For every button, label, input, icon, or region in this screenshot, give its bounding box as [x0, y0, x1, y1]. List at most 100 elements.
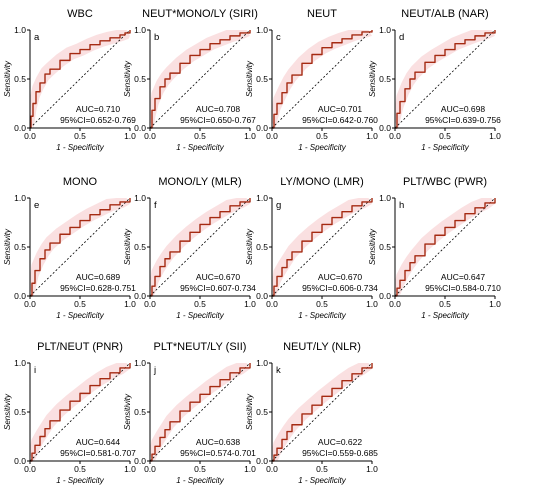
y-tick-label: 1.0: [134, 25, 146, 35]
y-tick-label: 0.0: [134, 456, 146, 466]
y-tick-label: 0.5: [14, 242, 26, 252]
reference-diagonal: [29, 197, 131, 297]
ci-band: [272, 198, 372, 296]
roc-curve: [395, 198, 496, 297]
panel-title: PLT/WBC (PWR): [403, 176, 487, 188]
x-tick-label: 0.5: [439, 131, 451, 141]
panel-title: MONO/LY (MLR): [158, 176, 241, 188]
x-tick-label: 0.5: [316, 131, 328, 141]
roc-panel-b: NEUT*MONO/LY (SIRI)0.0 0.5 1.00.00.51.01 -…: [123, 8, 258, 152]
y-axis-label: Sensitivity: [245, 393, 254, 430]
reference-diagonal: [271, 197, 373, 297]
y-tick-label: 0.0: [256, 291, 268, 301]
roc-curve: [150, 30, 251, 129]
y-axis-label: Sensitivity: [3, 60, 12, 97]
panel-title: NEUT/LY (NLR): [283, 341, 361, 353]
x-tick-label: 0.5: [74, 131, 86, 141]
y-tick-label: 0.0: [14, 456, 26, 466]
roc-curve: [395, 30, 496, 129]
x-axis-label: 1 - Specificity: [421, 143, 470, 152]
y-tick-label: 0.5: [134, 74, 146, 84]
panel-title: PLT*NEUT/LY (SII): [154, 341, 247, 353]
y-tick-label: 0.5: [379, 74, 391, 84]
roc-curve: [30, 198, 131, 297]
x-axis-label: 1 - Specificity: [56, 311, 105, 320]
x-tick-label: 0.5: [194, 464, 206, 474]
roc-curve: [150, 198, 251, 297]
y-axis-label: Sensitivity: [368, 60, 377, 97]
auc-label: AUC=0.708: [196, 104, 240, 114]
reference-diagonal: [29, 362, 131, 462]
roc-panel-j: PLT*NEUT/LY (SII)0.0 0.5 1.00.00.51.01 - S…: [123, 341, 256, 485]
y-tick-label: 0.0: [256, 123, 268, 133]
roc-curve: [30, 30, 131, 129]
auc-label: AUC=0.670: [318, 272, 362, 282]
x-tick-label: 1.0: [489, 131, 501, 141]
panel-letter: d: [399, 32, 404, 43]
x-tick-label: 1.0: [124, 464, 136, 474]
ci-label: 95%CI=0.559-0.685: [302, 448, 378, 458]
reference-diagonal: [29, 29, 131, 129]
x-tick-label: 0.5: [74, 299, 86, 309]
x-axis-label: 1 - Specificity: [421, 311, 470, 320]
panel-letter: a: [34, 32, 40, 43]
x-axis-label: 1 - Specificity: [176, 311, 225, 320]
y-tick-label: 0.0: [379, 123, 391, 133]
panel-letter: j: [153, 365, 156, 376]
x-tick-label: 0.0: [144, 131, 156, 141]
roc-panel-d: NEUT/ALB (NAR)0.0 0.5 1.00.00.51.01 - Spec…: [368, 8, 501, 152]
roc-panel-i: PLT/NEUT (PNR) 0.0 0.5 1.0 0.0 0.5 1.0 1 - Spec…: [3, 341, 136, 485]
y-tick-label: 0.5: [256, 74, 268, 84]
y-tick-label: 1.0: [14, 25, 26, 35]
y-tick-label: 1.0: [379, 193, 391, 203]
roc-curve: [150, 363, 251, 462]
x-tick-label: 0.0: [266, 299, 278, 309]
x-tick-label: 1.0: [244, 131, 256, 141]
x-axis-label: 1 - Specificity: [56, 476, 105, 485]
x-tick-label: 0.0: [389, 131, 401, 141]
panel-title: NEUT/ALB (NAR): [401, 8, 488, 20]
roc-curve: [272, 363, 373, 462]
y-tick-label: 0.5: [379, 242, 391, 252]
ci-label: 95%CI=0.628-0.751: [60, 283, 136, 293]
x-axis-label: 1 - Specificity: [176, 476, 225, 485]
y-tick-label: 0.0: [379, 291, 391, 301]
y-axis-label: Sensitivity: [368, 228, 377, 265]
reference-diagonal: [394, 29, 496, 129]
ci-label: 95%CI=0.581-0.707: [60, 448, 136, 458]
ci-label: 95%CI=0.652-0.769: [60, 115, 136, 125]
y-tick-label: 1.0: [134, 358, 146, 368]
x-tick-label: 1.0: [244, 464, 256, 474]
x-tick-label: 0.5: [194, 131, 206, 141]
panel-title: MONO: [63, 176, 98, 188]
ci-label: 95%CI=0.574-0.701: [180, 448, 256, 458]
auc-label: AUC=0.670: [196, 272, 240, 282]
ci-label: 95%CI=0.584-0.710: [425, 283, 501, 293]
y-axis-label: Sensitivity: [245, 228, 254, 265]
x-tick-label: 1.0: [489, 299, 501, 309]
y-tick-label: 0.5: [14, 407, 26, 417]
x-tick-label: 0.0: [144, 299, 156, 309]
x-tick-label: 0.0: [24, 131, 36, 141]
ci-label: 95%CI=0.606-0.734: [302, 283, 378, 293]
x-axis-label: 1 - Specificity: [298, 311, 347, 320]
panel-title: NEUT: [307, 8, 337, 20]
reference-diagonal: [271, 29, 373, 129]
roc-panel-g: LY/MONO (LMR)0.0 0.5 1.00.00.51.01 - Speci…: [245, 176, 378, 320]
roc-curve: [30, 363, 131, 462]
y-axis-label: Sensitivity: [245, 60, 254, 97]
x-axis-label: 1 - Specificity: [176, 143, 225, 152]
x-tick-label: 0.5: [316, 464, 328, 474]
auc-label: AUC=0.701: [318, 104, 362, 114]
y-tick-label: 0.5: [134, 242, 146, 252]
x-tick-label: 0.5: [439, 299, 451, 309]
x-tick-label: 0.5: [316, 299, 328, 309]
x-tick-label: 0.0: [389, 299, 401, 309]
y-axis-label: Sensitivity: [123, 393, 132, 430]
auc-label: AUC=0.647: [441, 272, 485, 282]
roc-panel-h: PLT/WBC (PWR) 0.0 0.5 1.0 0.0 0.5 1.0 1 - Speci…: [368, 176, 501, 320]
auc-label: AUC=0.644: [76, 437, 120, 447]
x-tick-label: 1.0: [124, 131, 136, 141]
y-tick-label: 0.5: [256, 407, 268, 417]
